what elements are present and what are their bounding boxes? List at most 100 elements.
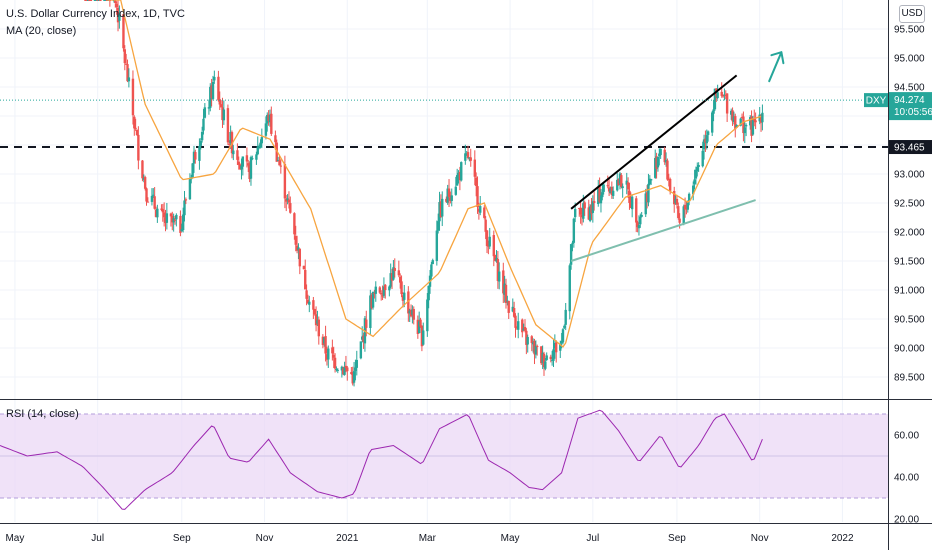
price-tick-label: 95.500 — [894, 25, 925, 36]
candle-body — [427, 285, 430, 301]
symbol-tag: DXY — [866, 96, 887, 107]
last-price-tag-bg — [889, 92, 932, 121]
candle-body — [668, 178, 672, 191]
candle-body — [286, 198, 289, 201]
candle-body — [579, 207, 582, 215]
candle-body — [637, 225, 641, 229]
candle-body — [403, 292, 406, 300]
candle-body — [257, 146, 261, 148]
candle-body — [150, 195, 154, 202]
price-tick-label: 89.500 — [894, 373, 925, 384]
candle-body — [607, 187, 611, 192]
candle-body — [276, 160, 280, 162]
candle-body — [515, 328, 519, 330]
candle-body — [141, 160, 144, 179]
candle-body — [419, 319, 422, 327]
candle-body — [173, 219, 177, 221]
candle-body — [160, 208, 163, 210]
candle-body — [331, 347, 334, 354]
candle-body — [268, 114, 272, 123]
candle-body — [84, 0, 87, 1]
time-tick-label: Jul — [586, 533, 599, 544]
candle-body — [592, 201, 596, 203]
candle-body — [495, 257, 498, 262]
candle-body — [314, 314, 318, 326]
candle-body — [542, 353, 546, 368]
candle-body — [86, 0, 90, 1]
candle-body — [469, 157, 472, 161]
candle-body — [142, 178, 145, 180]
candle-body — [264, 123, 268, 136]
candle-body — [649, 179, 653, 181]
candle-body — [648, 178, 652, 185]
candle-body — [390, 273, 394, 281]
candle-body — [278, 160, 281, 166]
candle-body — [696, 167, 699, 172]
candle-body — [512, 308, 516, 317]
currency-button[interactable]: USD — [899, 5, 925, 23]
candle-body — [750, 116, 753, 136]
candle-body — [313, 309, 316, 315]
candle-body — [210, 85, 213, 99]
candle-body — [610, 186, 614, 196]
candle-body — [588, 206, 592, 221]
candle-body — [545, 355, 548, 360]
candle-body — [378, 287, 382, 293]
candle-body — [713, 88, 717, 110]
candle-body — [365, 319, 368, 328]
candle-body — [599, 195, 603, 204]
candle-body — [721, 95, 725, 97]
candle-body — [152, 194, 155, 196]
candle-body — [720, 91, 723, 96]
ma-line — [107, 0, 762, 348]
candle-body — [191, 163, 194, 178]
candle-body — [374, 286, 377, 294]
chart-title: U.S. Dollar Currency Index, 1D, TVC — [6, 8, 185, 20]
candle-body — [93, 0, 97, 1]
candle-body — [573, 209, 577, 218]
candle-body — [255, 154, 258, 160]
candle-body — [161, 209, 164, 213]
candle-body — [616, 179, 619, 191]
candle-body — [103, 0, 106, 1]
candle-body — [275, 142, 278, 162]
time-tick-label: 2021 — [336, 533, 359, 544]
candle-body — [711, 112, 714, 133]
candle-body — [666, 160, 669, 180]
candle-body — [181, 214, 185, 231]
candle-body — [446, 188, 449, 203]
candle-body — [611, 190, 615, 196]
candle-body — [675, 198, 679, 205]
candle-body — [89, 0, 93, 1]
countdown-label: 10:05:56 — [894, 107, 932, 118]
candle-body — [754, 120, 757, 123]
candle-body — [370, 294, 373, 309]
candle-body — [525, 330, 528, 345]
candle-body — [171, 215, 174, 223]
candle-body — [468, 157, 471, 159]
price-candles — [84, 0, 764, 387]
candle-body — [426, 299, 429, 332]
candle-body — [183, 200, 186, 216]
rsi-tick-label: 60.00 — [894, 431, 919, 442]
candle-body — [401, 295, 405, 301]
candle-body — [416, 319, 420, 334]
price-tick-label: 95.000 — [894, 54, 925, 65]
candle-body — [563, 325, 566, 328]
level-label: 93.465 — [894, 143, 925, 154]
candle-body — [293, 213, 296, 235]
candle-body — [536, 345, 539, 347]
candle-body — [122, 14, 125, 49]
price-tick-label: 91.000 — [894, 286, 925, 297]
candle-body — [397, 270, 401, 276]
candle-body — [477, 208, 481, 212]
candle-body — [229, 131, 232, 144]
candle-body — [251, 158, 254, 160]
candle-body — [238, 164, 242, 170]
candle-body — [498, 271, 501, 282]
candle-body — [560, 340, 563, 344]
price-tick-label: 91.500 — [894, 257, 925, 268]
candle-body — [559, 344, 562, 351]
